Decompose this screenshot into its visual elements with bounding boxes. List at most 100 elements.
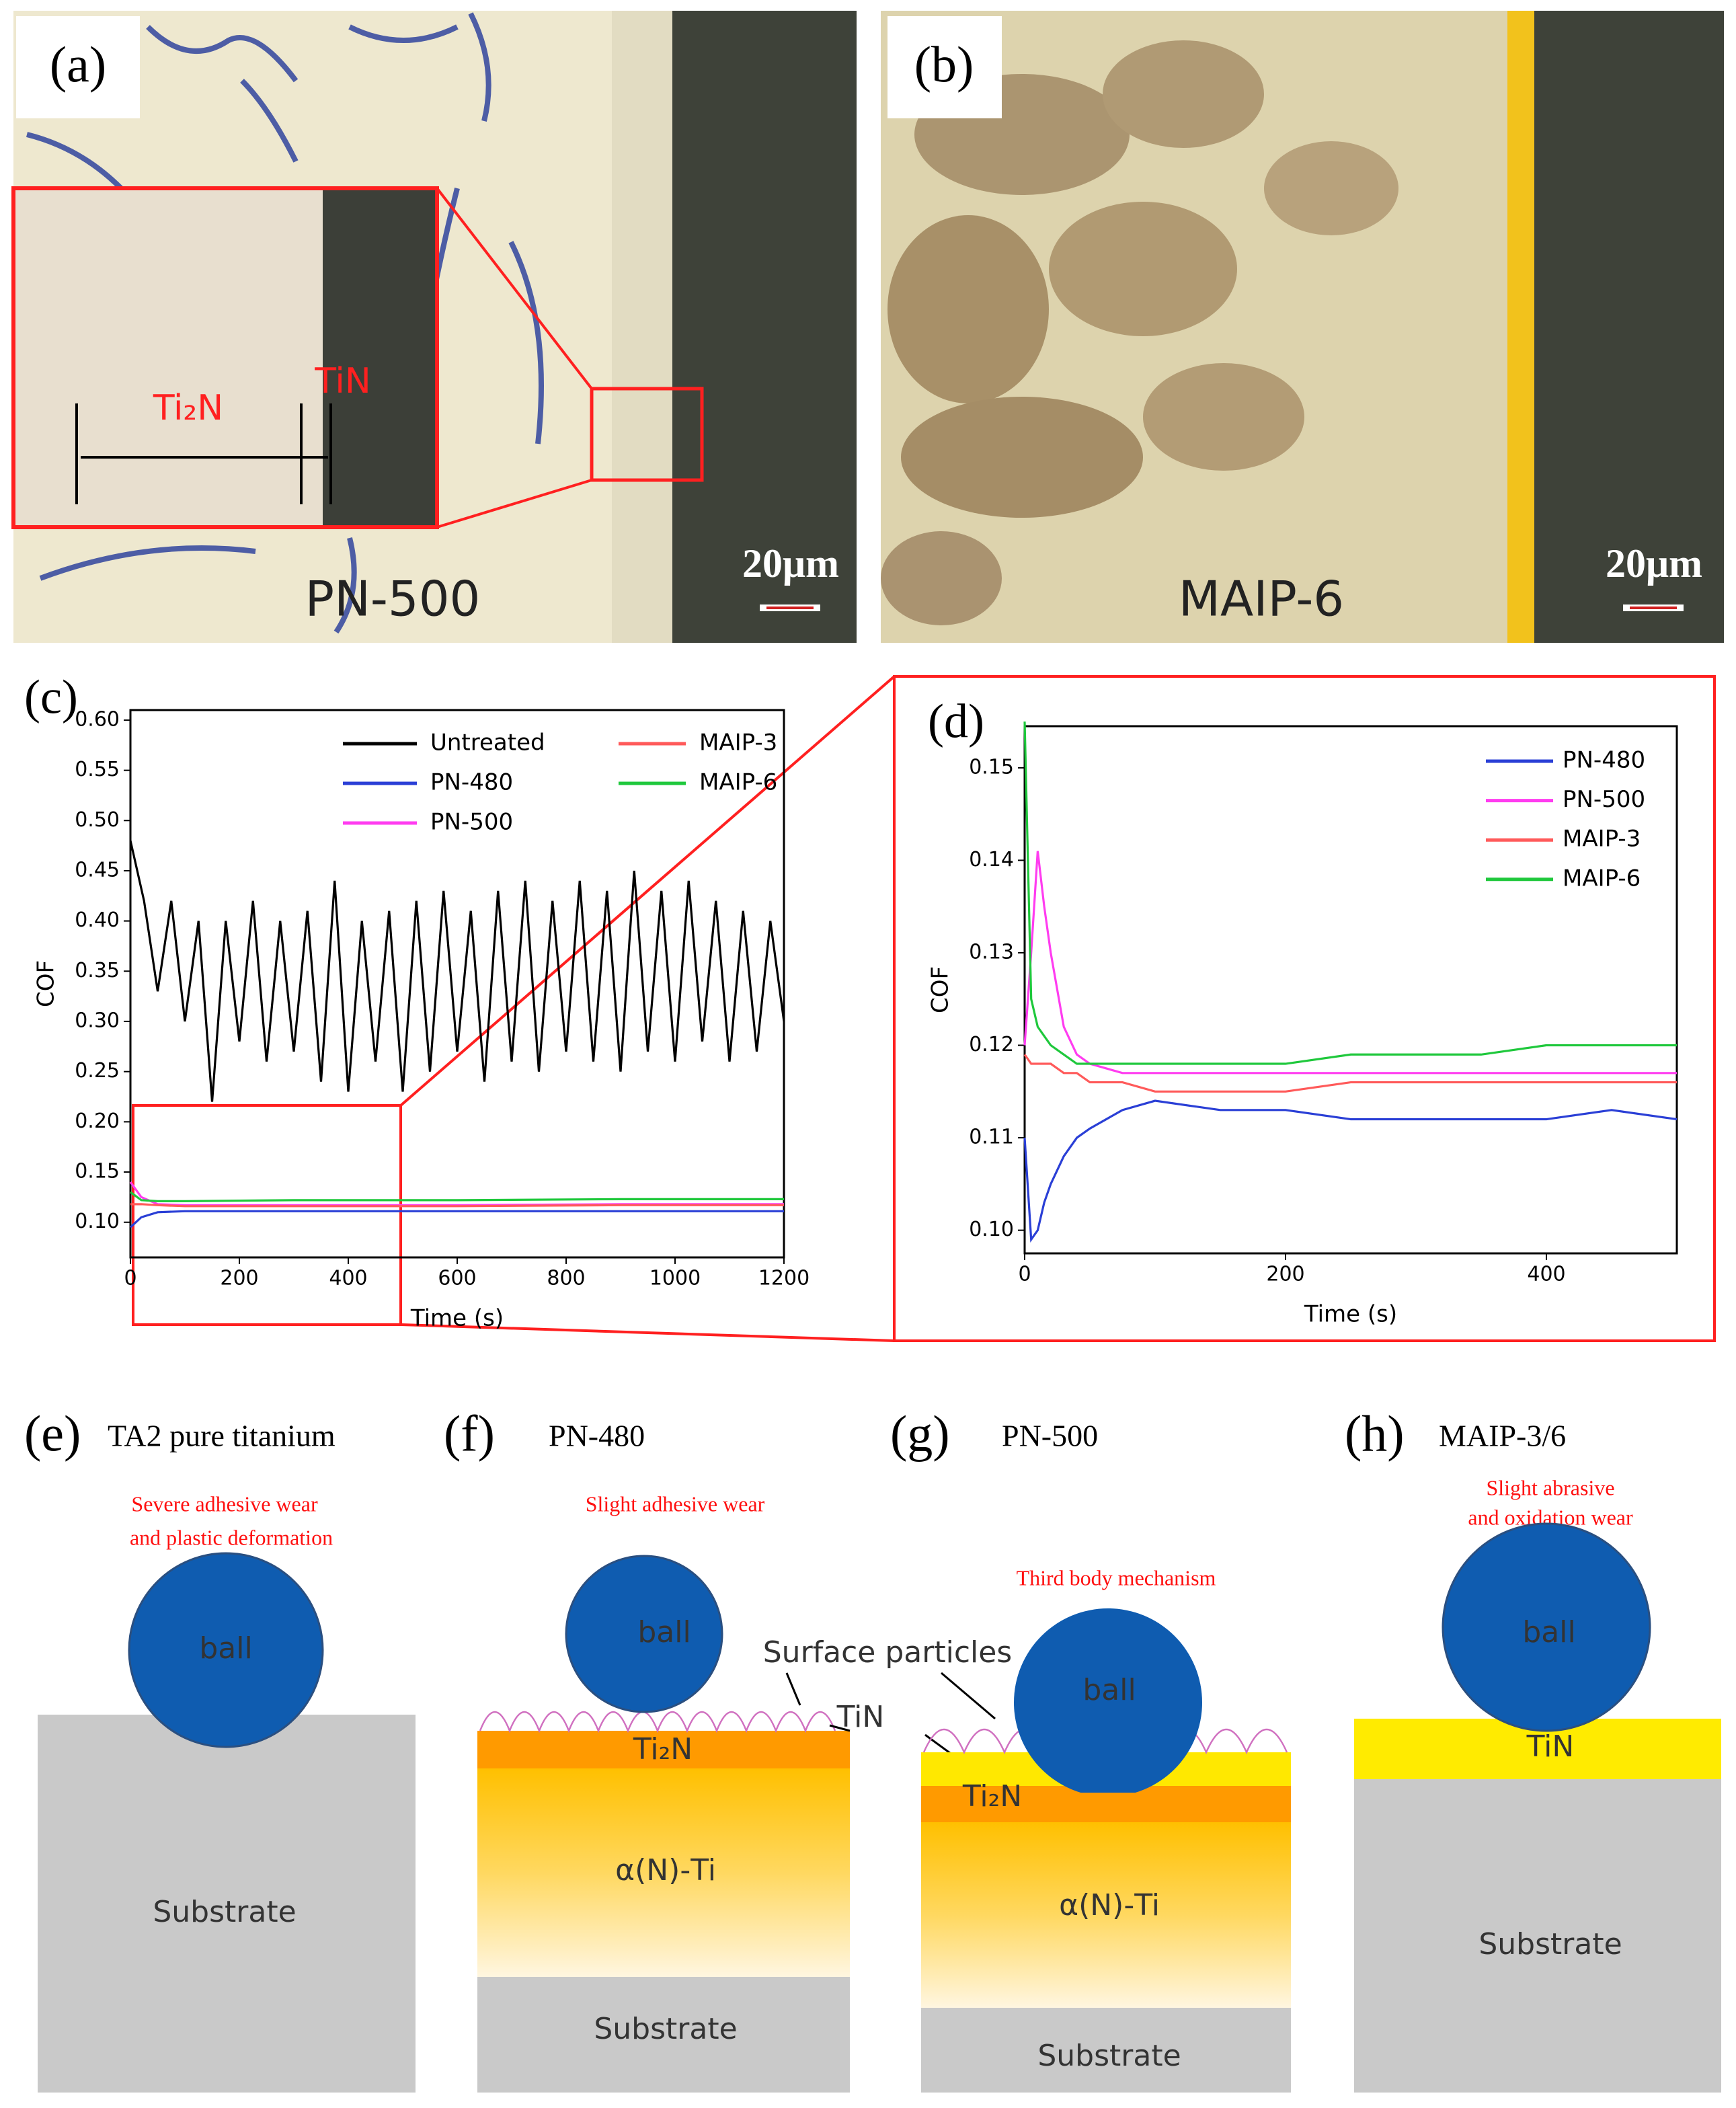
leader-line — [941, 1672, 996, 1720]
panel-h: (h) MAIP-3/6 Slight abrasive and oxidati… — [1345, 1405, 1721, 2093]
series-line — [1023, 721, 1677, 1065]
panel-title: TA2 pure titanium — [108, 1419, 336, 1453]
panel-label: (a) — [50, 36, 106, 93]
ball-label: ball — [637, 1615, 691, 1649]
x-tick-label: 1000 — [649, 1267, 701, 1290]
patch — [1143, 363, 1304, 471]
mechanism: and plastic deformation — [130, 1525, 333, 1549]
mechanism: Slight adhesive wear — [586, 1491, 765, 1516]
y-tick-label: 0.40 — [75, 908, 120, 932]
y-tick-label: 0.11 — [969, 1126, 1014, 1149]
legend-label: PN-500 — [430, 809, 513, 836]
panel-label: (e) — [24, 1405, 81, 1462]
layer-label: Substrate — [1478, 1927, 1622, 1961]
plot-frame — [1023, 725, 1678, 1255]
layer-label: α(N)-Ti — [1059, 1888, 1160, 1922]
zoom-box — [590, 387, 704, 482]
x-tick-label: 0 — [1018, 1263, 1031, 1286]
panel-a: Ti₂N TiN (a) PN-500 20μm — [11, 11, 857, 643]
zoom-line — [436, 479, 592, 529]
panel-b: (b) MAIP-6 20μm — [881, 11, 1724, 643]
x-axis-label: Time (s) — [1304, 1301, 1397, 1328]
panel-label: (b) — [914, 36, 974, 93]
sample-label: PN-500 — [305, 571, 481, 627]
legend-label: PN-480 — [1563, 747, 1645, 774]
layer-label: α(N)-Ti — [615, 1853, 716, 1887]
layer-label: Ti₂N — [633, 1732, 693, 1766]
x-tick-label: 200 — [1266, 1263, 1304, 1286]
layer-label: Substrate — [594, 2012, 737, 2046]
x-tick-label: 200 — [220, 1267, 258, 1290]
callout: Surface particles — [763, 1635, 1012, 1670]
layer-label: Ti₂N — [962, 1779, 1022, 1813]
alpha-layer — [477, 1768, 850, 1977]
label-box — [887, 16, 1002, 118]
layer-label: Substrate — [153, 1895, 296, 1929]
legend-label: PN-480 — [430, 769, 513, 796]
tin-layer — [1507, 11, 1534, 643]
inset-label: Ti₂N — [153, 388, 223, 428]
panel-label: (f) — [444, 1405, 495, 1462]
x-tick-label: 1200 — [758, 1267, 810, 1290]
charts: 0.10 0.15 0.20 0.25 0.30 0.35 0.40 0.45 0.50 0.55… — [24, 670, 1678, 1332]
y-tick-label: 0.12 — [969, 1033, 1014, 1056]
y-tick-label: 0.60 — [75, 707, 120, 731]
zoom-frame — [893, 675, 1716, 1342]
panel-label: (h) — [1345, 1405, 1405, 1462]
x-tick-label: 600 — [438, 1267, 476, 1290]
y-tick-label: 0.30 — [75, 1009, 120, 1033]
series-line — [129, 840, 785, 1102]
y-tick-label: 0.10 — [75, 1210, 120, 1233]
y-tick-label: 0.14 — [969, 848, 1014, 871]
surface-particles — [479, 1711, 836, 1733]
patch — [881, 531, 1002, 625]
y-tick-label: 0.50 — [75, 808, 120, 832]
mechanism: Slight abrasive — [1486, 1475, 1614, 1499]
legend-label: MAIP-3 — [699, 730, 777, 756]
y-tick-label: 0.55 — [75, 758, 120, 781]
substrate — [38, 1715, 416, 2093]
ball-label: ball — [1082, 1673, 1136, 1707]
mount — [672, 11, 857, 643]
inset-mount — [323, 190, 435, 525]
alpha-layer — [921, 1822, 1291, 2008]
legend-label: MAIP-3 — [1563, 826, 1641, 853]
zoom-line — [400, 1323, 895, 1342]
panel-f: (f) PN-480 Slight adhesive wear ball Ti₂… — [444, 1405, 1012, 2093]
zoom-box — [132, 1104, 402, 1326]
series-line — [130, 1203, 784, 1208]
panel-label: (g) — [890, 1405, 950, 1462]
ball — [128, 1552, 324, 1748]
substrate — [477, 1977, 850, 2093]
patch — [887, 215, 1049, 403]
series-line — [130, 1191, 784, 1202]
patch — [1103, 40, 1264, 148]
series-line — [1023, 851, 1677, 1075]
y-axis-label: COF — [927, 966, 954, 1013]
zoom-line — [399, 675, 896, 1107]
y-tick-label: 0.45 — [75, 858, 120, 882]
legend-label: MAIP-6 — [1563, 865, 1641, 892]
ball — [1442, 1522, 1651, 1732]
leader-line — [829, 1724, 851, 1732]
patch — [901, 397, 1143, 518]
layer-label: TiN — [1526, 1729, 1575, 1764]
panel-e: (e) TA2 pure titanium Severe adhesive we… — [24, 1405, 416, 2093]
ball-label: ball — [199, 1631, 252, 1666]
x-tick-label: 800 — [547, 1267, 585, 1290]
zoom-line — [436, 187, 593, 390]
y-tick-label: 0.25 — [75, 1059, 120, 1083]
x-tick-label: 400 — [1527, 1263, 1565, 1286]
x-tick-label: 400 — [329, 1267, 367, 1290]
series-line — [1023, 1054, 1677, 1093]
leader-line — [785, 1672, 801, 1706]
ball — [1014, 1608, 1202, 1793]
panel-label: (c) — [24, 670, 78, 724]
ball-label: ball — [1522, 1615, 1575, 1649]
mechanism: Severe adhesive wear — [131, 1491, 318, 1516]
panel-label: (d) — [928, 695, 984, 748]
ti2n-layer — [477, 1731, 850, 1768]
mechanism: Third body mechanism — [1017, 1565, 1216, 1590]
inset-label: TiN — [314, 361, 371, 401]
